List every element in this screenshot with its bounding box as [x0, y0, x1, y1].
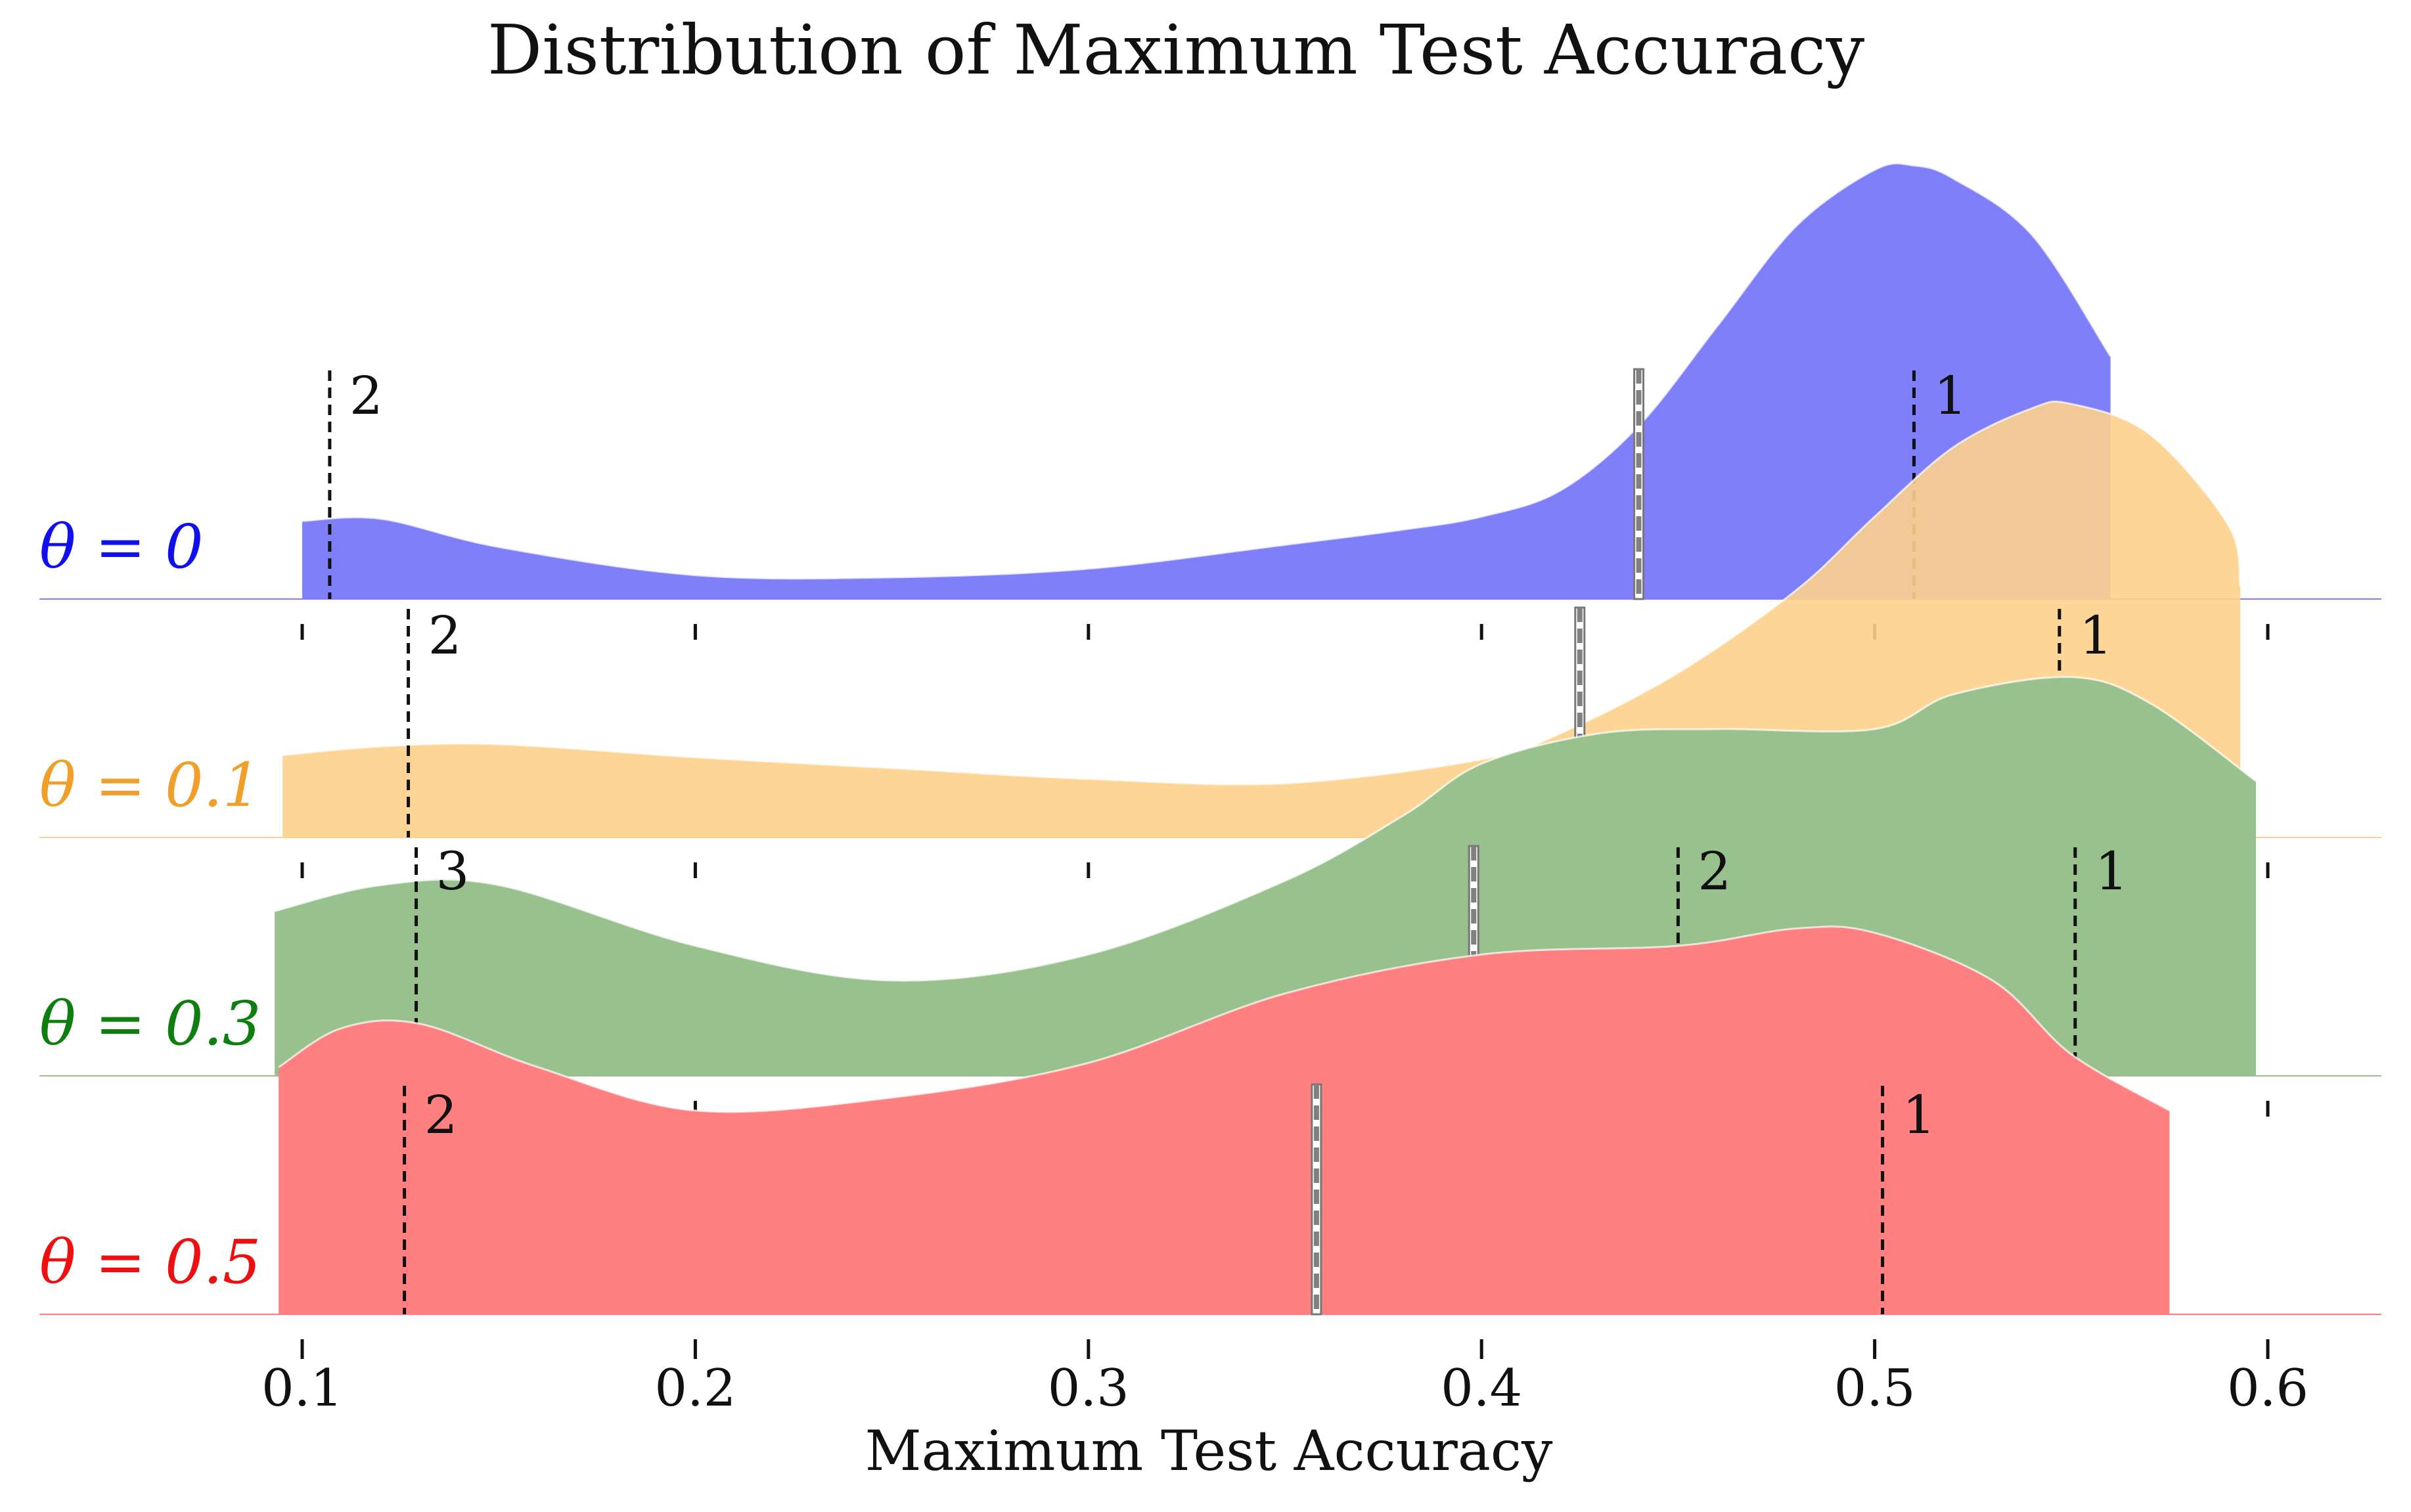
density-curve: [302, 162, 2111, 580]
density-area: [302, 163, 2111, 599]
series-label: θ = 0: [39, 512, 204, 582]
density-area: [279, 926, 2170, 1314]
mode-label: 1: [1933, 365, 1967, 426]
mode-label: 2: [428, 605, 462, 666]
mode-label: 3: [436, 841, 470, 902]
mode-label: 2: [424, 1084, 458, 1145]
density-area: [282, 401, 2241, 837]
ridge-1: 2 1 θ = 0: [39, 162, 2381, 640]
mode-label: 2: [349, 365, 383, 426]
x-tick-label: 0.2: [654, 1359, 736, 1418]
mode-label: 1: [2095, 841, 2129, 902]
x-axis: 0.1 0.2 0.3 0.4 0.5 0.6: [261, 1359, 2309, 1418]
series-label: θ = 0.1: [39, 750, 261, 820]
x-tick-label: 0.5: [1834, 1359, 1916, 1418]
chart-title: Distribution of Maximum Test Accuracy: [487, 10, 1864, 90]
ridges: 2 1 θ = 0 2 1 θ = 0.1 3 2 1 θ = 0.3 2 1 θ = 0.5: [39, 162, 2381, 1359]
x-tick-label: 0.1: [261, 1359, 343, 1418]
x-axis-label: Maximum Test Accuracy: [865, 1419, 1553, 1483]
x-tick-label: 0.3: [1048, 1359, 1129, 1418]
density-curve: [278, 925, 2171, 1113]
mode-label: 2: [1698, 841, 1731, 902]
mode-label: 1: [2079, 605, 2113, 666]
mode-label: 1: [1903, 1084, 1936, 1145]
density-curve: [274, 676, 2257, 982]
x-tick-label: 0.4: [1441, 1359, 1522, 1418]
series-label: θ = 0.5: [39, 1227, 261, 1297]
x-tick-label: 0.6: [2227, 1359, 2309, 1418]
ridge-4: 2 1 θ = 0.5: [39, 925, 2381, 1359]
series-label: θ = 0.3: [39, 989, 261, 1059]
